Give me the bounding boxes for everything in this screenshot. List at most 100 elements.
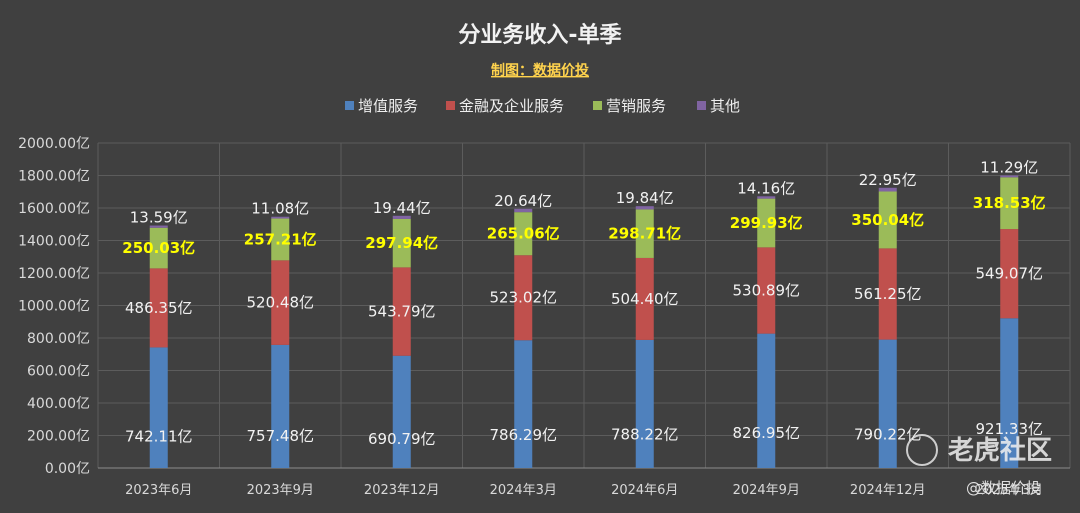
data-label: 318.53亿 bbox=[973, 194, 1046, 212]
bar-segment bbox=[271, 260, 290, 345]
data-label: 257.21亿 bbox=[244, 230, 317, 248]
y-tick-label: 0.00亿 bbox=[45, 461, 90, 477]
bar-segment bbox=[635, 209, 654, 258]
x-tick-label: 2024年12月 bbox=[850, 483, 926, 498]
x-tick-label: 2023年12月 bbox=[364, 483, 440, 498]
data-label: 520.48亿 bbox=[247, 294, 315, 312]
x-tick-label: 2023年9月 bbox=[247, 483, 314, 498]
data-label: 504.40亿 bbox=[611, 290, 679, 308]
data-label: 742.11亿 bbox=[125, 428, 193, 446]
data-label: 14.16亿 bbox=[737, 179, 795, 197]
x-tick-label: 2024年6月 bbox=[611, 483, 678, 498]
y-axis: 0.00亿 200.00亿 400.00亿 600.00亿 800.00亿 1000.00… bbox=[18, 136, 90, 477]
bar-segment bbox=[635, 206, 654, 210]
bar-segment bbox=[149, 227, 168, 269]
data-label: 11.08亿 bbox=[251, 200, 309, 218]
x-tick-label: 2024年9月 bbox=[733, 483, 800, 498]
bar-segment bbox=[757, 198, 776, 248]
watermark-main: 老虎社区 bbox=[948, 435, 1052, 466]
legend-swatch bbox=[446, 101, 455, 110]
bar-segment bbox=[514, 208, 533, 213]
data-label: 921.33亿 bbox=[976, 420, 1044, 438]
bars bbox=[149, 175, 1019, 468]
y-tick-label: 1800.00亿 bbox=[18, 169, 90, 185]
bar-segment bbox=[271, 344, 290, 468]
data-labels: 742.11亿 486.35亿 250.03亿 13.59亿 757.48亿 520.48… bbox=[122, 158, 1045, 447]
bar-segment bbox=[514, 340, 533, 468]
gridlines bbox=[97, 142, 1071, 469]
bar-segment bbox=[1000, 229, 1019, 319]
y-tick-label: 1000.00亿 bbox=[18, 299, 90, 315]
y-tick-label: 800.00亿 bbox=[27, 331, 90, 347]
data-label: 549.07亿 bbox=[976, 265, 1044, 283]
bar-segment bbox=[878, 248, 897, 340]
x-tick-label: 2025年3月 bbox=[976, 483, 1043, 498]
bar-segment bbox=[878, 191, 897, 249]
chart-subtitle: 制图：数据价投 bbox=[491, 62, 589, 79]
bar-segment bbox=[514, 212, 533, 256]
bar-segment bbox=[271, 216, 290, 219]
x-axis: 2023年6月 2023年9月 2023年12月 2024年3月 2024年6月 2024… bbox=[125, 483, 1043, 498]
watermark-sub: @数据价投 bbox=[966, 479, 1041, 497]
tiger-logo-icon bbox=[906, 434, 938, 466]
bar-segment bbox=[392, 267, 411, 356]
data-label: 265.06亿 bbox=[487, 225, 560, 243]
data-label: 523.02亿 bbox=[490, 289, 558, 307]
y-tick-label: 2000.00亿 bbox=[18, 136, 90, 152]
data-label: 299.93亿 bbox=[730, 214, 803, 232]
chart-title: 分业务收入-单季 bbox=[458, 22, 621, 48]
data-label: 297.94亿 bbox=[365, 234, 438, 252]
data-label: 530.89亿 bbox=[733, 281, 801, 299]
data-label: 690.79亿 bbox=[368, 430, 436, 448]
bar-segment bbox=[392, 355, 411, 468]
x-tick-label: 2024年3月 bbox=[490, 483, 557, 498]
y-tick-label: 1400.00亿 bbox=[18, 234, 90, 250]
y-tick-label: 600.00亿 bbox=[27, 364, 90, 380]
bar-segment bbox=[392, 218, 411, 268]
legend-swatch bbox=[593, 101, 602, 110]
legend-swatch bbox=[345, 101, 354, 110]
bar-segment bbox=[635, 257, 654, 340]
data-label: 486.35亿 bbox=[125, 299, 193, 317]
bar-segment bbox=[878, 187, 897, 192]
legend-label: 营销服务 bbox=[606, 97, 666, 115]
data-label: 13.59亿 bbox=[130, 209, 188, 227]
bar-segment bbox=[757, 196, 776, 199]
bar-segment bbox=[1000, 177, 1019, 230]
bar-segment bbox=[514, 255, 533, 341]
bar-segment bbox=[878, 339, 897, 468]
bar-segment bbox=[757, 247, 776, 334]
data-label: 19.84亿 bbox=[616, 189, 674, 207]
legend-label: 其他 bbox=[710, 97, 740, 115]
bar-segment bbox=[1000, 318, 1019, 468]
bar-segment bbox=[1000, 175, 1019, 178]
bar-segment bbox=[757, 333, 776, 468]
data-label: 250.03亿 bbox=[122, 239, 195, 257]
x-tick-label: 2023年6月 bbox=[125, 483, 192, 498]
data-label: 350.04亿 bbox=[851, 211, 924, 229]
data-label: 826.95亿 bbox=[733, 424, 801, 442]
data-label: 788.22亿 bbox=[611, 426, 679, 444]
data-label: 19.44亿 bbox=[373, 199, 431, 217]
data-label: 786.29亿 bbox=[490, 426, 558, 444]
legend-label: 金融及企业服务 bbox=[459, 97, 564, 115]
bar-segment bbox=[149, 268, 168, 348]
data-label: 298.71亿 bbox=[608, 225, 681, 243]
y-tick-label: 1200.00亿 bbox=[18, 266, 90, 282]
bar-segment bbox=[392, 215, 411, 219]
data-label: 561.25亿 bbox=[854, 285, 922, 303]
watermark: 老虎社区 @数据价投 bbox=[906, 434, 1052, 497]
data-label: 11.29亿 bbox=[980, 158, 1038, 176]
bar-segment bbox=[149, 225, 168, 228]
y-tick-label: 200.00亿 bbox=[27, 429, 90, 445]
y-tick-label: 400.00亿 bbox=[27, 396, 90, 412]
data-label: 543.79亿 bbox=[368, 303, 436, 321]
bar-segment bbox=[149, 347, 168, 468]
y-tick-label: 1600.00亿 bbox=[18, 201, 90, 217]
data-label: 790.22亿 bbox=[854, 426, 922, 444]
bar-segment bbox=[635, 339, 654, 468]
data-label: 22.95亿 bbox=[859, 171, 917, 189]
legend: 增值服务 金融及企业服务 营销服务 其他 bbox=[345, 97, 740, 115]
